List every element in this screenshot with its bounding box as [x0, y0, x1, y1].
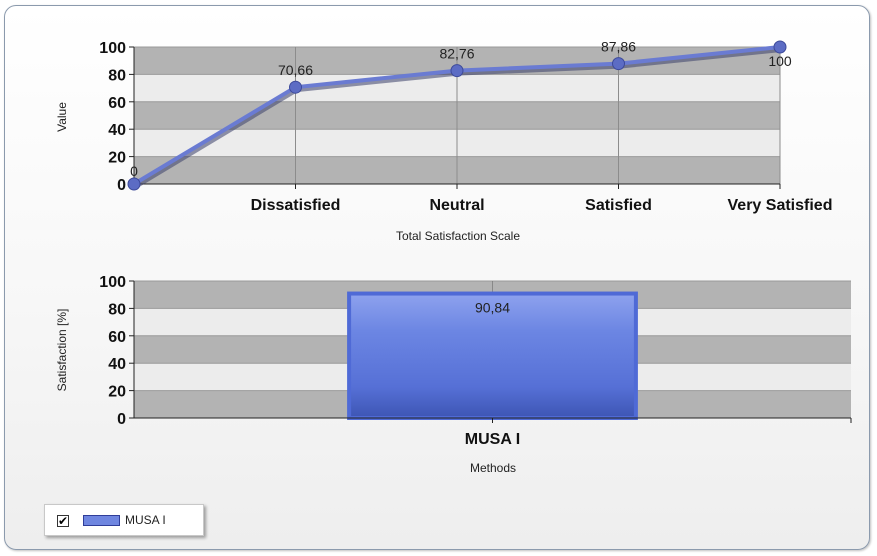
legend-label: MUSA I — [125, 513, 166, 527]
line-data-label: 87,86 — [601, 39, 636, 55]
bar-chart-data-labels: 90,84 — [475, 300, 510, 316]
line-chart-y-tick-label: 40 — [108, 122, 126, 139]
line-chart-y-ticks: 0 20 40 60 80 100 — [99, 40, 134, 194]
bar-chart-y-tick-label: 60 — [108, 329, 126, 346]
line-point — [290, 81, 302, 93]
line-chart-y-tick-label: 20 — [108, 150, 126, 167]
line-data-label: 82,76 — [439, 46, 474, 62]
line-chart-y-tick-label: 60 — [108, 95, 126, 112]
line-chart-x-tick-label: Dissatisfied — [251, 197, 341, 214]
bar-chart-x-ticks: MUSA I — [465, 418, 520, 448]
line-data-label: 0 — [130, 163, 138, 179]
line-chart-x-axis-title: Total Satisfaction Scale — [396, 229, 520, 243]
legend-checkbox[interactable]: ✔ — [57, 515, 69, 527]
bar-chart-y-tick-label: 0 — [117, 411, 126, 428]
bar-chart-y-tick-label: 80 — [108, 301, 126, 318]
bar-chart-x-tick-label: MUSA I — [465, 431, 520, 448]
line-point — [774, 41, 786, 53]
bar-chart-y-axis-title: Satisfaction [%] — [55, 309, 69, 392]
line-data-label: 100 — [768, 53, 792, 69]
bar-data-label: 90,84 — [475, 300, 510, 316]
line-data-label: 70,66 — [278, 62, 313, 78]
line-chart-x-tick-label: Satisfied — [585, 197, 652, 214]
bar-chart: 0 20 40 60 80 100 MUSA I 90,84 Satisfaction [… — [55, 274, 851, 475]
line-chart-x-ticks: Dissatisfied Neutral Satisfied Very Satisfi… — [134, 184, 832, 214]
bar-chart-y-ticks: 0 20 40 60 80 100 — [99, 274, 134, 428]
line-chart-y-tick-label: 100 — [99, 40, 126, 57]
line-point — [451, 65, 463, 77]
legend-swatch — [83, 515, 120, 526]
bar-chart-y-tick-label: 40 — [108, 356, 126, 373]
line-point — [613, 58, 625, 70]
line-chart-x-tick-label: Neutral — [429, 197, 484, 214]
line-chart-y-tick-label: 0 — [117, 177, 126, 194]
bar-chart-y-tick-label: 100 — [99, 274, 126, 291]
bar-chart-y-tick-label: 20 — [108, 384, 126, 401]
line-chart-x-tick-label: Very Satisfied — [728, 197, 833, 214]
line-point — [128, 178, 140, 190]
line-chart-y-axis-title: Value — [55, 102, 69, 132]
bar-chart-x-axis-title: Methods — [470, 461, 516, 475]
line-chart-y-tick-label: 80 — [108, 67, 126, 84]
legend: ✔ MUSA I — [44, 504, 204, 536]
